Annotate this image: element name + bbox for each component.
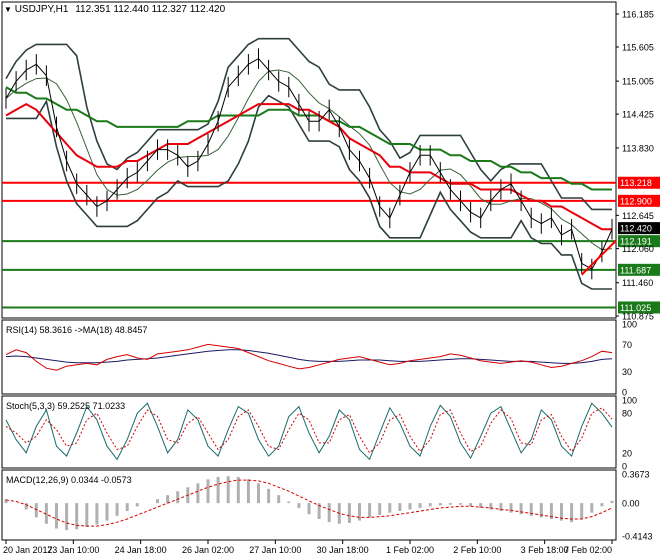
x-tick-label: 24 Jan 18:00 (115, 545, 167, 555)
x-tick-label: 20 Jan 2017 (3, 545, 53, 555)
ohlc-values: 112.351 112.440 112.327 112.420 (75, 4, 226, 15)
y-tick-label: 116.185 (622, 10, 654, 20)
last-price-label: 112.420 (620, 224, 652, 234)
x-tick-label: 1 Feb 02:00 (386, 545, 434, 555)
pane-frame-1 (1, 319, 617, 395)
y-tick-label: 110.875 (622, 312, 654, 322)
y-tick-label: 113.218 (620, 178, 652, 188)
rsi-ma-line (5, 349, 613, 364)
y-tick-label: 111.025 (620, 303, 651, 313)
y-tick-label: 114.425 (622, 110, 654, 120)
stoch-title: Stoch(5,3,3) 59.2525 71.0233 (6, 401, 125, 411)
x-tick-label: 7 Feb 02:00 (564, 545, 612, 555)
macd-title: MACD(12,26,9) 0.0344 -0.0573 (6, 475, 132, 485)
rsi-y-tick-label: 0 (622, 388, 627, 398)
x-tick-label: 2 Feb 10:00 (453, 545, 501, 555)
rsi-y-tick-label: 30 (622, 367, 632, 377)
x-tick-label: 30 Jan 18:00 (317, 545, 369, 555)
macd-signal-line (5, 479, 613, 527)
y-tick-label: 112.060 (622, 244, 654, 254)
level-tag-bg (618, 235, 660, 248)
bollinger-middle-line (5, 69, 613, 251)
dropdown-arrow-icon[interactable]: ▼ (4, 5, 12, 14)
y-tick-label: 113.830 (622, 143, 654, 153)
rsi-y-tick-label: 70 (622, 340, 632, 350)
stoch-main-line (5, 402, 613, 461)
x-tick-label: 26 Jan 02:00 (182, 545, 234, 555)
rsi-title: RSI(14) 58.3616 ->MA(18) 48.8457 (6, 325, 147, 335)
y-tick-label: 111.460 (622, 278, 653, 288)
macd-y-tick-label: -0.4143 (622, 532, 653, 542)
stoch-y-tick-label: 0 (622, 462, 627, 472)
x-tick-label: 3 Feb 18:00 (521, 545, 569, 555)
stoch-signal-line (5, 407, 613, 454)
price-header: ▼ USDJPY,H1 112.351 112.440 112.327 112.… (4, 4, 225, 15)
rsi-y-tick-label: 100 (622, 320, 637, 330)
y-tick-label: 112.645 (622, 211, 654, 221)
macd-y-tick-label: 0.3673 (622, 470, 650, 480)
y-tick-label: 112.900 (620, 196, 652, 206)
symbol-label: USDJPY,H1 (14, 4, 69, 15)
pane-frame-2 (1, 395, 617, 469)
bollinger-upper-line (5, 37, 612, 211)
stoch-y-tick-label: 100 (622, 396, 637, 406)
last-price-tag-bg (618, 222, 660, 235)
x-tick-label: 27 Jan 10:00 (249, 545, 301, 555)
level-tag-bg (618, 301, 660, 314)
level-tag-bg (618, 194, 660, 207)
y-tick-label: 112.191 (620, 237, 652, 247)
pane-frame-3 (1, 469, 617, 541)
y-tick-label: 111.687 (620, 265, 651, 275)
bollinger-lower-line (6, 94, 612, 290)
level-tag-bg (618, 176, 660, 189)
macd-y-tick-label: 0.00 (622, 499, 640, 509)
y-tick-label: 115.005 (622, 77, 654, 87)
x-tick-label: 23 Jan 10:00 (47, 545, 99, 555)
price-line (5, 57, 613, 270)
stoch-y-tick-label: 20 (622, 448, 632, 458)
stoch-y-tick-label: 80 (622, 409, 632, 419)
rsi-line (5, 343, 613, 371)
y-tick-label: 115.605 (622, 42, 654, 52)
level-tag-bg (618, 263, 660, 276)
pane-frame-0 (1, 1, 617, 319)
trendline (580, 239, 617, 276)
